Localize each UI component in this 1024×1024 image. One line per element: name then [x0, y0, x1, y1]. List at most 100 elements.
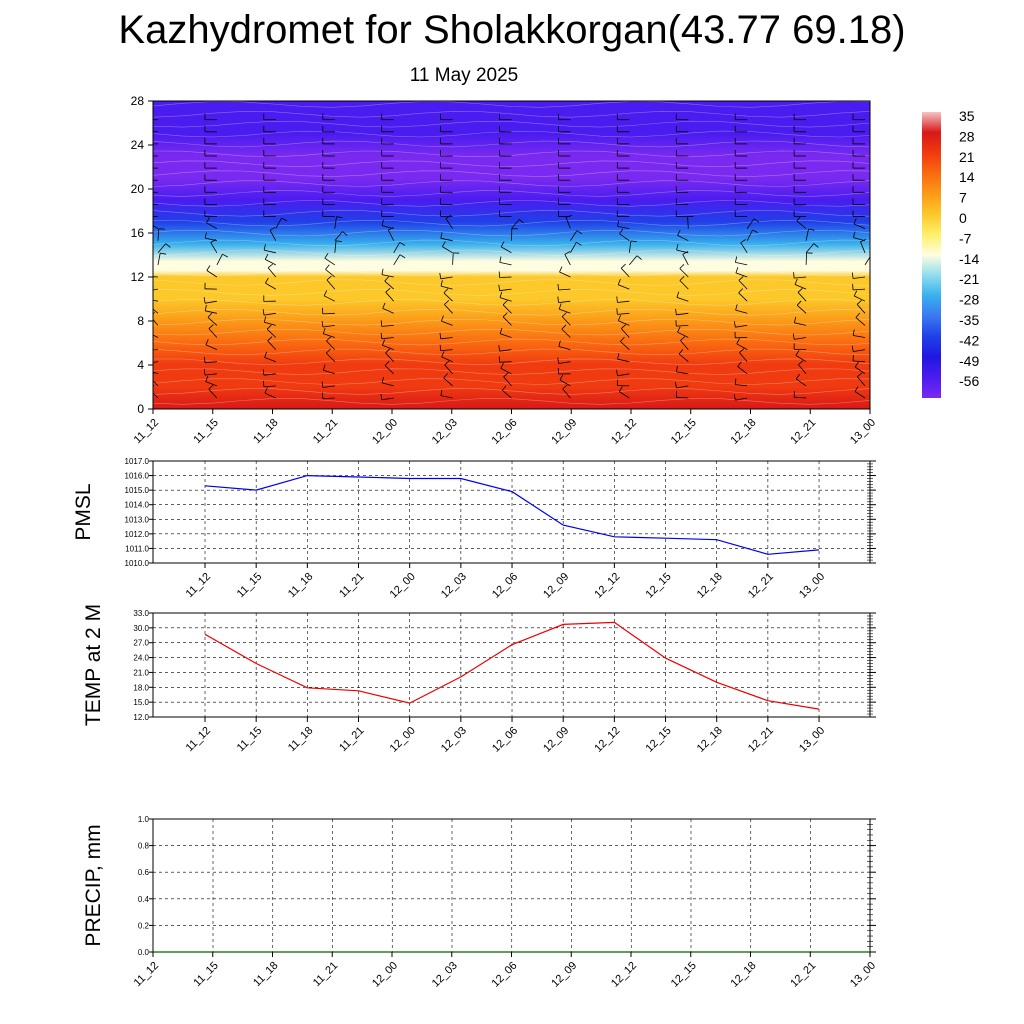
- colorbar-label: -28: [959, 292, 979, 308]
- wind-barb: [385, 291, 394, 302]
- wind-barb-flag: [499, 327, 503, 334]
- contour-line: [153, 289, 870, 296]
- wind-barb: [153, 288, 159, 291]
- y-tick-label: 0.6: [138, 868, 150, 877]
- x-tick-label: 11_18: [251, 417, 281, 447]
- wind-barb-flag: [208, 324, 214, 329]
- wind-barb: [153, 349, 159, 351]
- wind-barb-flag: [752, 229, 759, 233]
- wind-barbs: [153, 113, 870, 401]
- contour-line: [153, 338, 870, 346]
- wind-barb: [322, 325, 335, 328]
- wind-barb: [559, 271, 571, 278]
- wind-barb: [381, 382, 394, 387]
- wind-barb: [682, 254, 689, 266]
- wind-barb-flag: [500, 362, 504, 369]
- wind-barb: [440, 349, 453, 351]
- wind-barb-flag: [557, 283, 559, 291]
- wind-barb-flag: [326, 275, 332, 281]
- wind-barb: [860, 241, 866, 253]
- wind-barb: [855, 317, 866, 326]
- wind-barb: [153, 371, 159, 375]
- x-tick-label: 11_21: [311, 417, 341, 447]
- wind-barb: [382, 344, 394, 350]
- contour-lines: [153, 101, 870, 405]
- wind-barb: [735, 384, 748, 387]
- wind-barb: [738, 292, 748, 302]
- wind-barb: [445, 218, 453, 229]
- page-title: Kazhydromet for Sholakkorgan(43.77 69.18…: [118, 8, 906, 52]
- wind-barb: [676, 249, 689, 254]
- contour-line: [153, 269, 870, 276]
- wind-barb-flag: [557, 357, 559, 364]
- wind-barb: [452, 252, 454, 265]
- x-tick-label: 13_00: [797, 571, 827, 601]
- series-line: [204, 474, 820, 555]
- wind-barb-flag: [441, 351, 445, 358]
- colorbar-legend: 35 28 21 14 7 0 -7 -14 -21 -28 -35 -42 -49 -56: [922, 108, 979, 398]
- wind-barb-flag: [853, 290, 858, 297]
- y-tick-label: 0.2: [138, 921, 150, 930]
- x-tick-label: 11_12: [132, 960, 162, 990]
- wind-barb: [323, 369, 335, 375]
- wind-barb: [617, 226, 630, 229]
- wind-barb: [393, 254, 401, 266]
- wind-barb: [267, 340, 277, 350]
- contour-line: [153, 299, 870, 306]
- wind-barb: [621, 328, 630, 338]
- wind-barb-flag: [439, 344, 441, 351]
- x-tick-label: 12_06: [490, 417, 520, 447]
- series-line: [204, 621, 820, 710]
- wind-barb-flag: [679, 276, 685, 281]
- wind-barb-flag: [617, 315, 622, 321]
- x-tick-label: 12_03: [430, 417, 460, 447]
- x-tick-label: 12_12: [592, 571, 622, 601]
- wind-barb: [853, 276, 866, 279]
- wind-barb: [442, 246, 453, 254]
- wind-barb: [676, 396, 689, 399]
- x-tick-label: 12_00: [388, 725, 418, 755]
- wind-barb-flag: [385, 287, 391, 293]
- wind-barb: [738, 280, 748, 290]
- wind-barb-flag: [440, 232, 443, 239]
- wind-barb-flag: [738, 288, 744, 294]
- wind-barb: [853, 349, 866, 352]
- wind-barb-flag: [502, 312, 508, 318]
- colorbar-label: -21: [959, 271, 979, 287]
- wind-barb: [266, 328, 277, 338]
- wind-barb: [794, 337, 807, 340]
- colorbar-label: 35: [959, 108, 975, 124]
- wind-barb: [511, 219, 520, 229]
- grid-lines: [153, 461, 870, 563]
- x-tick-label: 12_12: [609, 960, 639, 990]
- wind-barb: [384, 280, 394, 290]
- wind-barb-flag: [264, 253, 269, 260]
- wind-barb-flag: [222, 253, 228, 258]
- wind-barb-flag: [165, 243, 171, 248]
- wind-barb-flag: [856, 300, 862, 305]
- y-tick-label: 12.0: [133, 713, 149, 722]
- wind-barb: [440, 395, 453, 399]
- y-tick-label: 24.0: [133, 654, 149, 663]
- wind-barb: [275, 217, 282, 229]
- wind-barb: [853, 237, 866, 242]
- wind-barb-flag: [676, 291, 680, 298]
- wind-barb-flag: [388, 226, 394, 231]
- wind-barb: [570, 230, 578, 241]
- contour-line: [153, 130, 870, 138]
- wind-barb: [153, 361, 159, 363]
- wind-barb: [739, 352, 748, 362]
- wind-barb-flag: [617, 220, 620, 227]
- wind-barb: [558, 300, 571, 303]
- wind-barb: [676, 297, 689, 302]
- contour-line: [153, 160, 870, 168]
- wind-barb-flag: [206, 265, 211, 271]
- x-tick-label: 12_18: [695, 725, 725, 755]
- wind-barb: [794, 322, 807, 326]
- wind-barb: [854, 391, 866, 399]
- x-tick-label: 11_12: [184, 571, 214, 601]
- wind-barb: [805, 252, 807, 265]
- wind-barb-flag: [619, 228, 624, 235]
- wind-barb: [153, 319, 159, 326]
- wind-barb-flag: [267, 336, 273, 342]
